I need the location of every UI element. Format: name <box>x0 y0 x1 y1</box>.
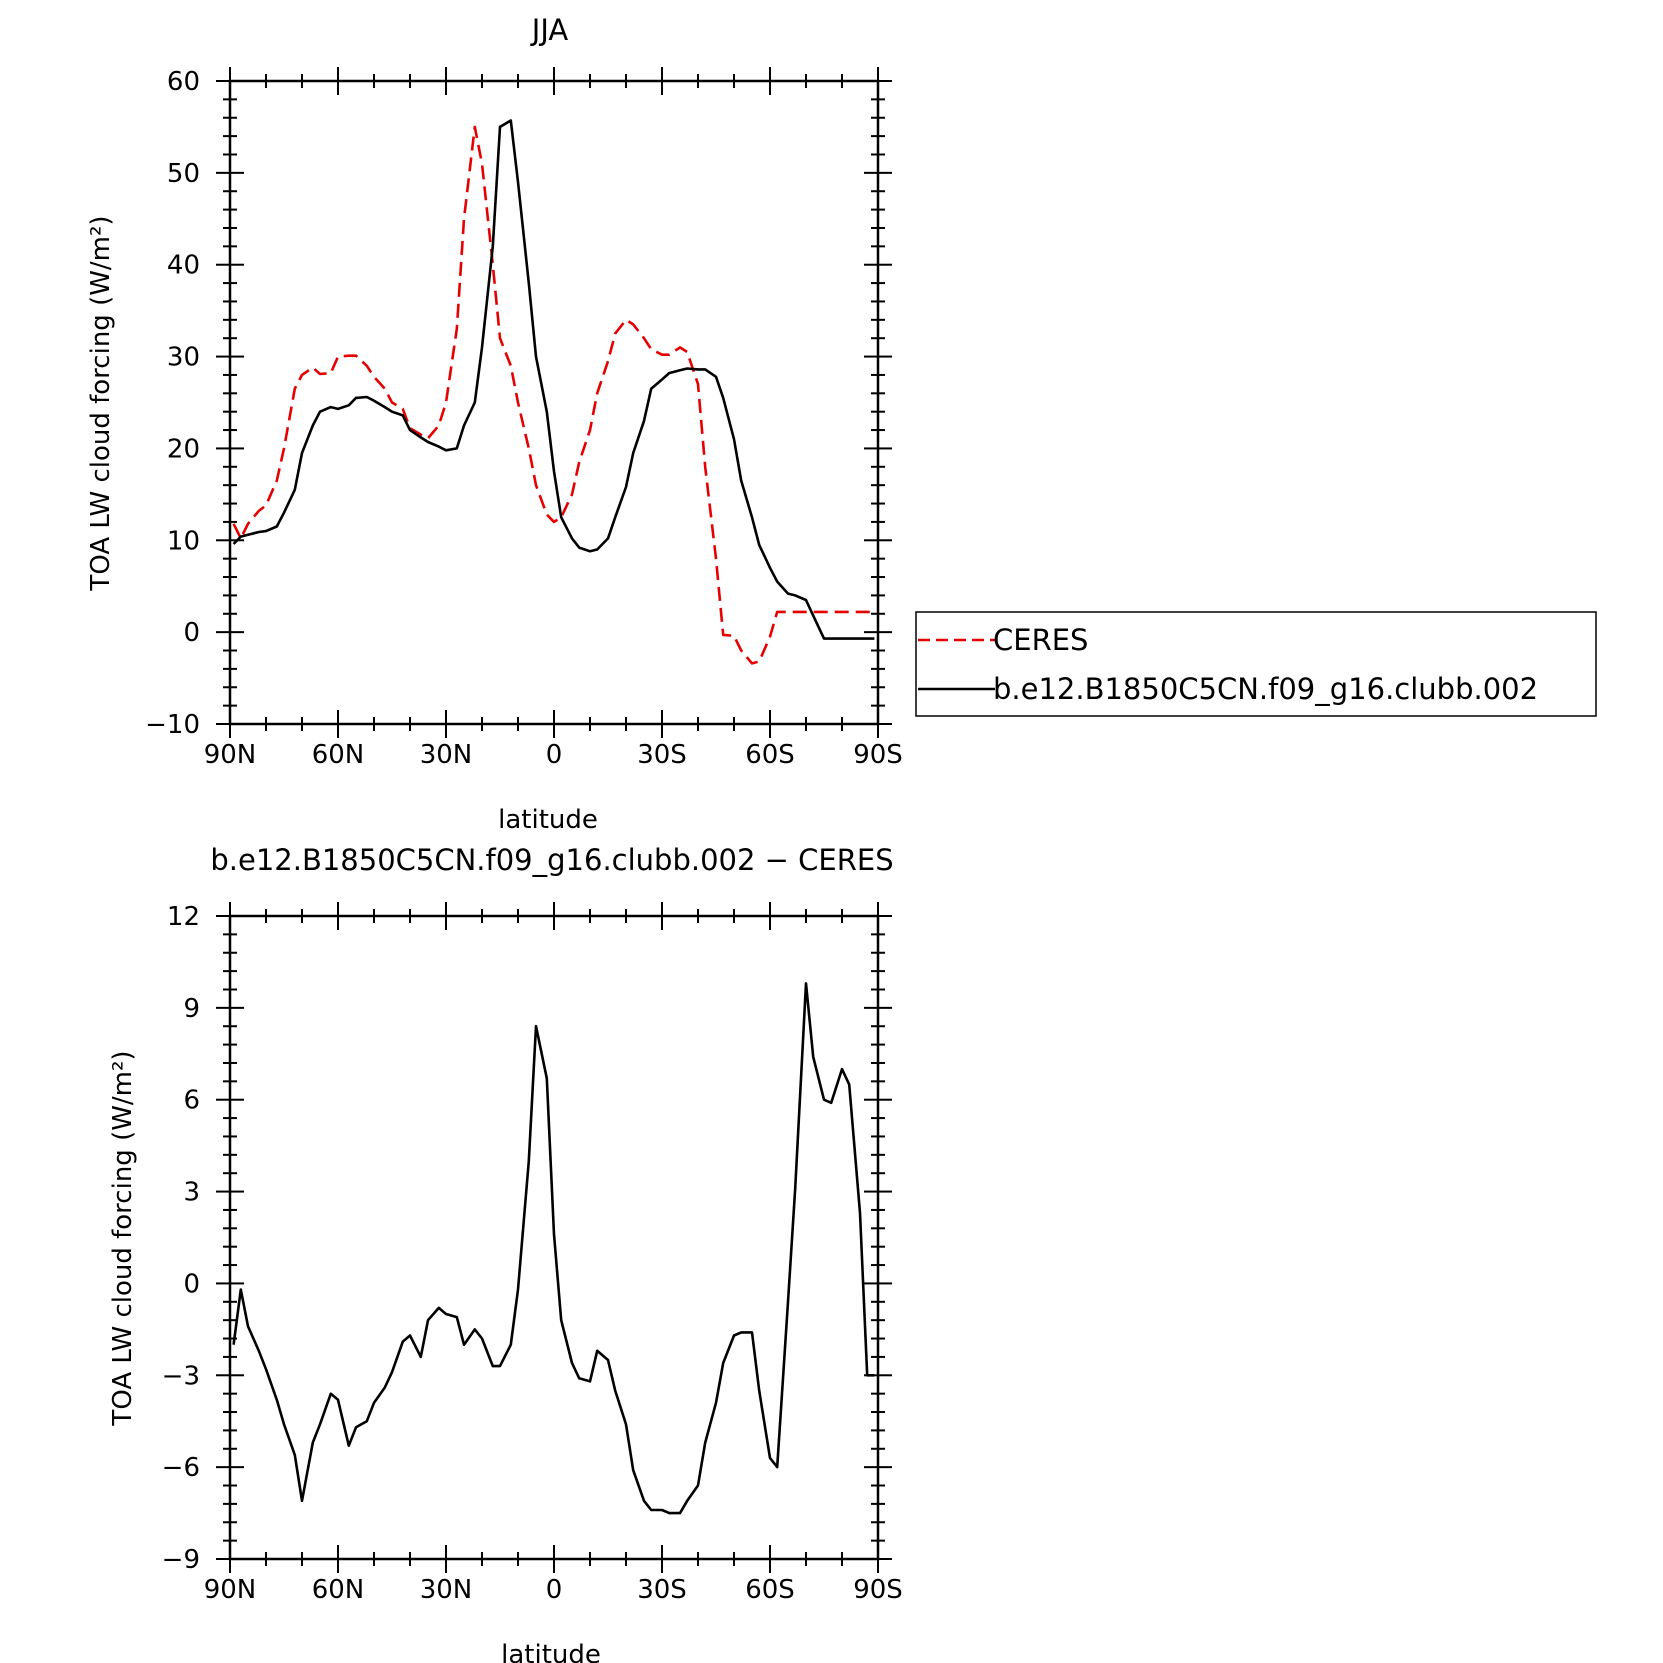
y-tick-label: −9 <box>162 1545 200 1575</box>
x-tick-label: 30N <box>420 740 473 770</box>
x-tick-label: 60N <box>312 740 365 770</box>
bottom-chart-frame <box>228 914 880 1561</box>
bottom-chart-title: b.e12.B1850C5CN.f09_g16.clubb.002 − CERE… <box>210 843 893 877</box>
y-tick-label: 50 <box>167 159 200 189</box>
bottom-chart-panel: b.e12.B1850C5CN.f09_g16.clubb.002 − CERE… <box>108 843 903 1663</box>
x-tick-label: 60S <box>745 1575 795 1605</box>
legend-box <box>915 611 1597 717</box>
top-chart-lines <box>232 119 875 665</box>
top-chart-xlabel: latitude <box>498 805 598 835</box>
y-tick-label: −10 <box>145 710 200 740</box>
legend-label-ceres: CERES <box>993 623 1088 657</box>
y-tick-label: 9 <box>183 994 200 1024</box>
x-tick-label: 90S <box>853 740 903 770</box>
y-tick-label: 6 <box>183 1086 200 1116</box>
top-chart-ylabel: TOA LW cloud forcing (W/m²) <box>86 215 116 591</box>
x-tick-label: 60N <box>312 1575 365 1605</box>
y-tick-label: −6 <box>162 1453 200 1483</box>
y-tick-label: 12 <box>167 902 200 932</box>
bottom-chart-xlabel: latitude <box>501 1640 601 1663</box>
x-tick-label: 0 <box>546 740 563 770</box>
series-line-1 <box>232 119 875 640</box>
bottom-chart-axes: 90N 60N 30N 0 30S 60S 90S −9 −6 −3 0 3 6 9 12 <box>162 902 903 1605</box>
x-tick-label: 30S <box>637 740 687 770</box>
x-tick-label: 30S <box>637 1575 687 1605</box>
top-chart-title: JJA <box>530 13 569 47</box>
y-tick-label: 60 <box>167 67 200 97</box>
y-tick-label: 0 <box>183 618 200 648</box>
series-line-0 <box>232 982 875 1515</box>
x-tick-label: 90N <box>204 1575 257 1605</box>
y-tick-label: 20 <box>167 434 200 464</box>
top-chart-axes: 90N 60N 30N 0 30S 60S 90S −10 0 10 20 30 40 50 60 <box>145 67 903 770</box>
y-tick-label: 40 <box>167 251 200 281</box>
bottom-chart-lines <box>232 982 875 1515</box>
y-tick-label: 3 <box>183 1178 200 1208</box>
y-tick-label: 0 <box>183 1269 200 1299</box>
y-tick-label: 30 <box>167 343 200 373</box>
x-tick-label: 30N <box>420 1575 473 1605</box>
top-chart-legend: CERES b.e12.B1850C5CN.f09_g16.clubb.002 <box>915 611 1597 717</box>
x-tick-label: 60S <box>745 740 795 770</box>
y-tick-label: −3 <box>162 1361 200 1391</box>
x-tick-label: 90N <box>204 740 257 770</box>
series-line-0 <box>232 125 875 665</box>
bottom-chart-ylabel: TOA LW cloud forcing (W/m²) <box>108 1050 138 1426</box>
top-chart-frame <box>228 79 880 726</box>
y-tick-label: 10 <box>167 526 200 556</box>
x-tick-label: 0 <box>546 1575 563 1605</box>
top-chart-panel: JJA 90N 60N 30N 0 30S 60S 90S−100102030405060 … <box>86 13 903 835</box>
legend-label-model: b.e12.B1850C5CN.f09_g16.clubb.002 <box>993 672 1538 706</box>
x-tick-label: 90S <box>853 1575 903 1605</box>
